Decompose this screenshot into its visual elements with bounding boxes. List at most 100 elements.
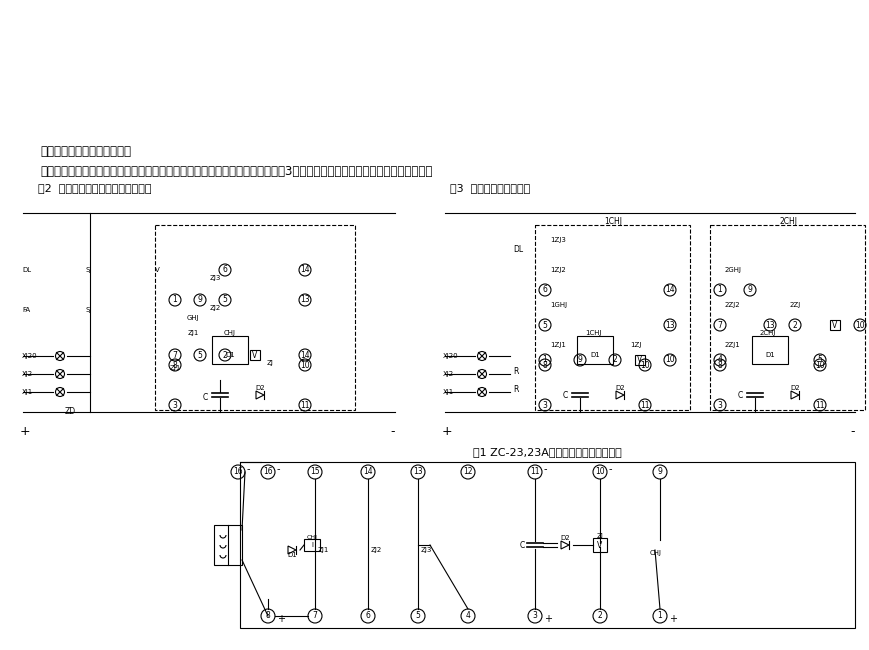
Text: C: C bbox=[563, 391, 568, 400]
Text: ZJ2: ZJ2 bbox=[371, 547, 382, 553]
Text: 2CHJ: 2CHJ bbox=[779, 217, 797, 226]
Text: 13: 13 bbox=[766, 320, 775, 330]
Text: 1CHJ: 1CHJ bbox=[604, 217, 622, 226]
Text: 1ZJ: 1ZJ bbox=[630, 342, 641, 348]
Text: 4: 4 bbox=[466, 612, 470, 621]
Text: SJ: SJ bbox=[85, 307, 91, 313]
Text: 3: 3 bbox=[173, 400, 177, 410]
Text: 16: 16 bbox=[263, 467, 273, 476]
Text: 1: 1 bbox=[173, 296, 177, 304]
Text: ZJ1: ZJ1 bbox=[318, 547, 329, 553]
Text: 5: 5 bbox=[818, 356, 822, 365]
Text: 10: 10 bbox=[640, 361, 650, 369]
Bar bbox=[250, 350, 260, 360]
Text: XJ1: XJ1 bbox=[443, 389, 454, 395]
Text: 1ZJ2: 1ZJ2 bbox=[550, 267, 566, 273]
Text: 6: 6 bbox=[542, 285, 547, 294]
Text: 6: 6 bbox=[366, 612, 370, 621]
Text: 7: 7 bbox=[718, 320, 722, 330]
Text: 1: 1 bbox=[718, 285, 722, 294]
Bar bbox=[214, 525, 242, 565]
Text: 9: 9 bbox=[197, 296, 202, 304]
Text: ZJ3: ZJ3 bbox=[421, 547, 433, 553]
Text: 1ZJ1: 1ZJ1 bbox=[550, 342, 566, 348]
Text: CHJ: CHJ bbox=[650, 550, 662, 556]
Text: 14: 14 bbox=[300, 350, 310, 359]
Text: 2: 2 bbox=[613, 356, 617, 365]
Text: +: + bbox=[669, 614, 677, 624]
Bar bbox=[535, 225, 690, 410]
Text: DL: DL bbox=[513, 246, 523, 255]
Text: 10: 10 bbox=[665, 356, 675, 365]
Text: 1GHJ: 1GHJ bbox=[550, 302, 567, 308]
Text: 8: 8 bbox=[173, 361, 177, 369]
Text: V: V bbox=[597, 541, 602, 549]
Text: 3: 3 bbox=[718, 400, 722, 410]
Bar bbox=[304, 539, 320, 551]
Text: -: - bbox=[277, 464, 281, 474]
Text: 2ZJ1: 2ZJ1 bbox=[725, 342, 740, 348]
Text: ZD: ZD bbox=[64, 407, 76, 416]
Text: XJ20: XJ20 bbox=[22, 353, 37, 359]
Text: 11: 11 bbox=[301, 400, 309, 410]
Text: +: + bbox=[442, 425, 453, 438]
Text: -: - bbox=[390, 425, 395, 438]
Text: 13: 13 bbox=[300, 296, 310, 304]
Text: D2: D2 bbox=[255, 385, 265, 391]
Text: ZJ2: ZJ2 bbox=[209, 305, 221, 311]
Text: ZJ: ZJ bbox=[267, 360, 274, 366]
Text: 14: 14 bbox=[665, 285, 675, 294]
Text: 9: 9 bbox=[578, 356, 582, 365]
Text: D2: D2 bbox=[790, 385, 799, 391]
Text: ZJ: ZJ bbox=[596, 533, 603, 539]
Text: 2ZJ: 2ZJ bbox=[790, 302, 801, 308]
Text: R: R bbox=[514, 367, 519, 376]
Text: -: - bbox=[850, 425, 854, 438]
Bar bbox=[240, 462, 855, 628]
Text: 16: 16 bbox=[233, 467, 242, 476]
Text: 1CHJ: 1CHJ bbox=[585, 330, 601, 336]
Text: 14: 14 bbox=[363, 467, 373, 476]
Text: 10: 10 bbox=[855, 320, 865, 330]
Text: D1: D1 bbox=[225, 352, 235, 358]
Text: ZJ3: ZJ3 bbox=[209, 275, 221, 281]
Text: CHJ: CHJ bbox=[224, 330, 236, 336]
Text: 4: 4 bbox=[718, 356, 722, 365]
Text: 11: 11 bbox=[640, 400, 650, 410]
Text: CHJ: CHJ bbox=[307, 535, 317, 540]
Text: +: + bbox=[544, 614, 552, 624]
Bar bbox=[593, 538, 607, 552]
Text: 2ZJ2: 2ZJ2 bbox=[725, 302, 740, 308]
Text: 8: 8 bbox=[266, 612, 270, 621]
Text: 9: 9 bbox=[747, 285, 753, 294]
Text: FA: FA bbox=[22, 307, 30, 313]
Text: 图3  冲击自动复归接线图: 图3 冲击自动复归接线图 bbox=[450, 183, 530, 193]
Text: C: C bbox=[520, 541, 525, 549]
Text: 13: 13 bbox=[665, 320, 675, 330]
Text: I: I bbox=[311, 542, 313, 548]
Text: -: - bbox=[544, 464, 547, 474]
Text: 8: 8 bbox=[542, 361, 547, 369]
Text: GHJ: GHJ bbox=[187, 315, 199, 321]
Text: D1: D1 bbox=[765, 352, 775, 358]
Text: 2: 2 bbox=[793, 320, 798, 330]
Bar bbox=[155, 225, 355, 410]
Text: 1ZJ3: 1ZJ3 bbox=[550, 237, 566, 243]
Text: 15: 15 bbox=[310, 467, 320, 476]
Text: 10: 10 bbox=[300, 361, 310, 369]
Text: 图1 ZC-23,23A型冲击继电器内部接线图: 图1 ZC-23,23A型冲击继电器内部接线图 bbox=[473, 447, 622, 457]
Text: D2: D2 bbox=[561, 535, 570, 541]
Text: +: + bbox=[20, 425, 30, 438]
Text: 8: 8 bbox=[718, 361, 722, 369]
Text: -: - bbox=[609, 464, 613, 474]
Text: -: - bbox=[247, 464, 250, 474]
Text: XJ1: XJ1 bbox=[22, 389, 33, 395]
Text: R: R bbox=[514, 385, 519, 395]
Text: 11: 11 bbox=[815, 400, 825, 410]
Text: 5: 5 bbox=[197, 350, 202, 359]
Text: ZJ1: ZJ1 bbox=[170, 365, 182, 371]
Text: 14: 14 bbox=[300, 265, 310, 274]
Text: D2: D2 bbox=[615, 385, 625, 391]
Text: 图2  电压手动复归和延时复归接线图: 图2 电压手动复归和延时复归接线图 bbox=[38, 183, 151, 193]
Text: 12: 12 bbox=[463, 467, 473, 476]
